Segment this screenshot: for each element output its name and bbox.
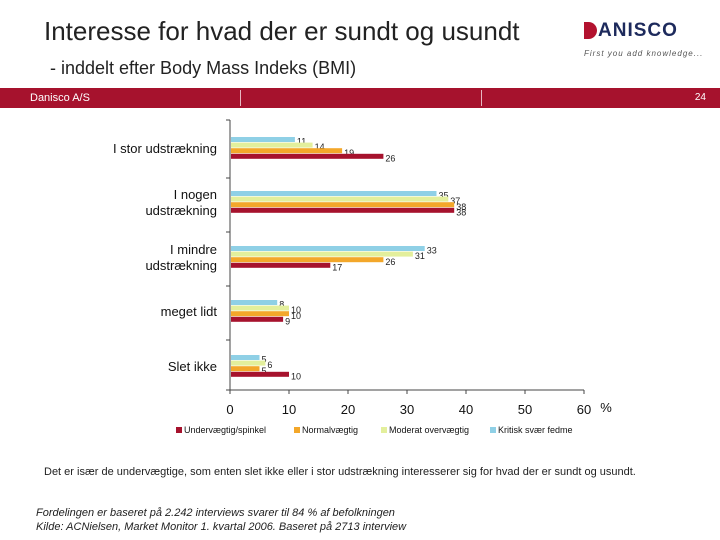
bar	[231, 137, 295, 142]
bar	[231, 148, 343, 154]
legend-swatch	[490, 427, 496, 433]
category-label: meget lidt	[161, 304, 218, 319]
bar	[231, 305, 289, 311]
strip-page-number: 24	[694, 92, 706, 103]
bar	[231, 153, 384, 159]
value-label: 37	[450, 196, 460, 206]
bar	[231, 300, 278, 305]
bar	[231, 311, 289, 317]
value-label: 9	[285, 316, 290, 326]
x-tick-label: 20	[341, 402, 355, 417]
x-tick-label: 10	[282, 402, 296, 417]
value-label: 8	[279, 300, 284, 310]
footnote-source: Kilde: ACNielsen, Market Monitor 1. kvar…	[36, 521, 407, 533]
logo-tagline: First you add knowledge...	[584, 49, 704, 58]
bar	[231, 371, 289, 377]
legend-label: Normalvægtig	[302, 425, 358, 435]
value-label: 17	[332, 262, 342, 272]
value-label: 11	[297, 137, 306, 147]
category-label: Slet ikke	[168, 359, 217, 374]
x-tick-label: 40	[459, 402, 473, 417]
value-label: 31	[415, 251, 425, 261]
x-tick-label: 60	[577, 402, 591, 417]
category-label: udstrækning	[145, 258, 217, 273]
value-label: 38	[456, 202, 466, 212]
bar	[231, 207, 455, 213]
legend-swatch	[294, 427, 300, 433]
logo-mark-icon	[584, 22, 597, 39]
value-label: 33	[427, 246, 437, 256]
bar	[231, 251, 413, 257]
bar	[231, 360, 266, 366]
header-strip	[0, 88, 720, 108]
value-label: 26	[385, 153, 395, 163]
bar	[231, 246, 425, 251]
x-tick-label: 0	[226, 402, 233, 417]
value-label: 5	[262, 366, 267, 376]
category-label: udstrækning	[145, 203, 217, 218]
legend-label: Undervægtig/spinkel	[184, 425, 266, 435]
value-label: 19	[344, 148, 354, 158]
bar	[231, 257, 384, 263]
strip-divider	[481, 90, 482, 106]
legend-swatch	[176, 427, 182, 433]
value-label: 14	[315, 142, 325, 152]
page-title: Interesse for hvad der er sundt og usund…	[44, 16, 520, 46]
footnote-basis: Fordelingen er baseret på 2.242 intervie…	[36, 507, 395, 519]
bar	[231, 202, 455, 208]
bar	[231, 196, 449, 202]
category-label: I mindre	[170, 242, 217, 257]
value-label: 26	[385, 257, 395, 267]
category-label: I nogen	[174, 187, 217, 202]
value-label: 35	[439, 191, 449, 201]
page-subtitle: - inddelt efter Body Mass Indeks (BMI)	[50, 58, 357, 78]
chart-note: Det er især de undervægtige, som enten s…	[44, 466, 636, 478]
value-label: 10	[291, 311, 301, 321]
x-tick-label: 30	[400, 402, 414, 417]
bar	[231, 355, 260, 360]
strip-company-name: Danisco A/S	[30, 92, 90, 104]
value-label: 6	[267, 360, 272, 370]
value-label: 5	[262, 355, 267, 365]
bar	[231, 142, 313, 148]
x-tick-label: 50	[518, 402, 532, 417]
value-label: 10	[291, 305, 301, 315]
legend-swatch	[381, 427, 387, 433]
bar	[231, 366, 260, 372]
strip-divider	[240, 90, 241, 106]
bar	[231, 191, 437, 196]
bar	[231, 316, 284, 322]
danisco-logo: ANISCO First you add knowledge...	[584, 20, 704, 64]
logo-text: ANISCO	[598, 20, 678, 41]
x-unit-label: %	[600, 400, 612, 415]
bar	[231, 262, 331, 268]
legend-label: Kritisk svær fedme	[498, 425, 573, 435]
value-label: 10	[291, 371, 301, 381]
legend-label: Moderat overvægtig	[389, 425, 469, 435]
value-label: 38	[456, 207, 466, 217]
category-label: I stor udstrækning	[113, 141, 217, 156]
